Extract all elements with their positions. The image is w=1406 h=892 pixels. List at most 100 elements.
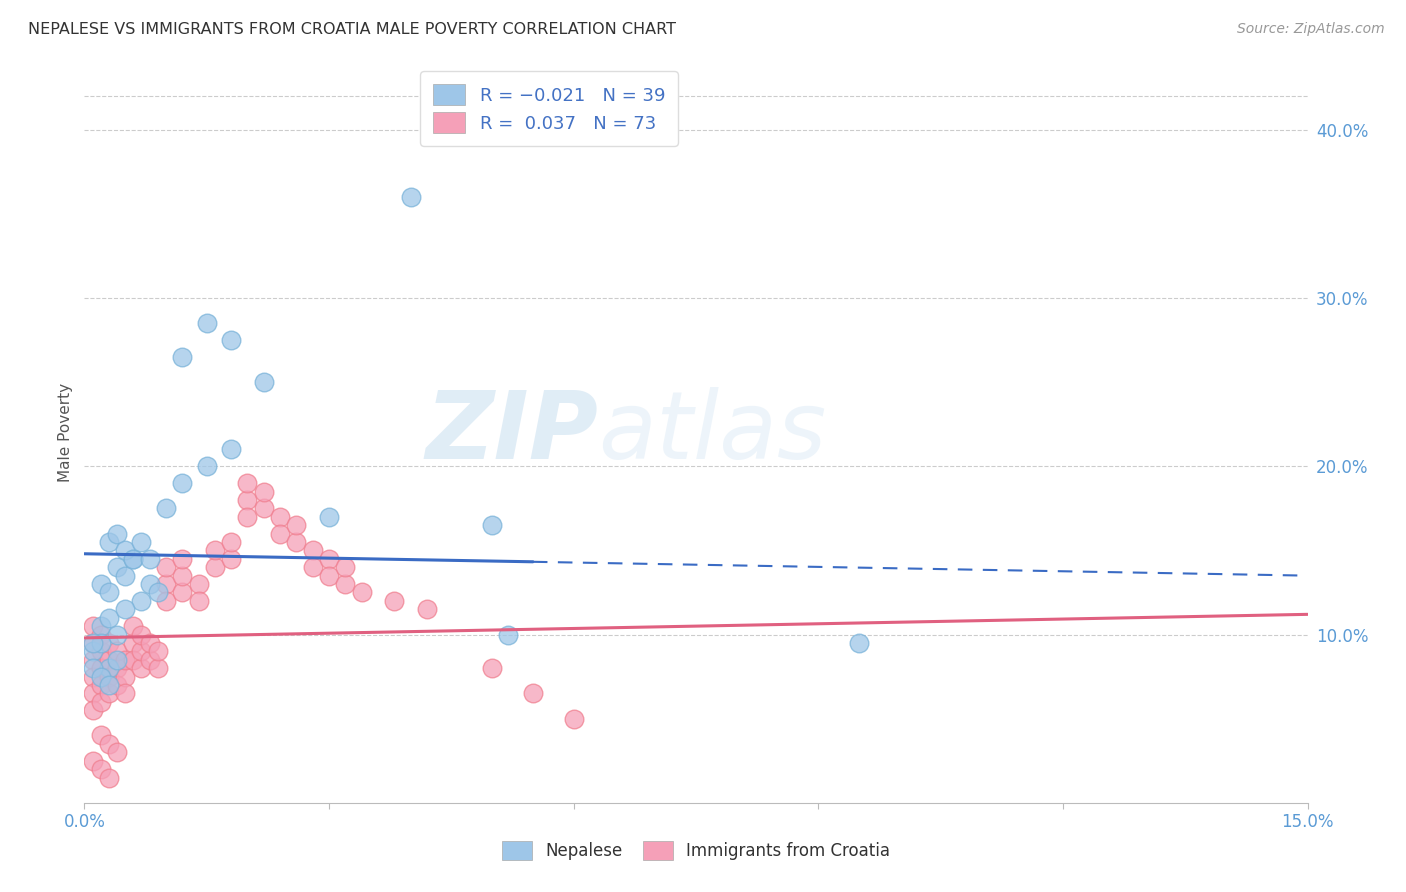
Point <box>481 661 503 675</box>
Point <box>236 476 259 491</box>
Point <box>318 551 340 566</box>
Point <box>90 619 112 633</box>
Point <box>82 670 104 684</box>
Point <box>122 636 145 650</box>
Point <box>253 501 276 516</box>
Point <box>219 551 242 566</box>
Point <box>105 661 128 675</box>
Text: ZIP: ZIP <box>425 386 598 479</box>
Point <box>219 442 242 457</box>
Point <box>90 627 112 641</box>
Point <box>90 695 112 709</box>
Point <box>97 661 120 675</box>
Point <box>219 535 242 549</box>
Point <box>131 644 153 658</box>
Point <box>105 745 128 759</box>
Point <box>236 509 259 524</box>
Point <box>122 551 145 566</box>
Point <box>97 678 120 692</box>
Y-axis label: Male Poverty: Male Poverty <box>58 383 73 483</box>
Point <box>382 594 405 608</box>
Text: Source: ZipAtlas.com: Source: ZipAtlas.com <box>1237 22 1385 37</box>
Point <box>90 729 112 743</box>
Point <box>82 661 104 675</box>
Point <box>90 762 112 776</box>
Point <box>172 476 194 491</box>
Point <box>155 560 177 574</box>
Point <box>82 644 104 658</box>
Point <box>90 636 112 650</box>
Point <box>522 686 544 700</box>
Point <box>122 551 145 566</box>
Point <box>114 602 136 616</box>
Point <box>318 509 340 524</box>
Point <box>90 661 112 675</box>
Point <box>848 636 870 650</box>
Point <box>146 661 169 675</box>
Point <box>204 560 226 574</box>
Point <box>97 585 120 599</box>
Point <box>105 644 128 658</box>
Point <box>97 653 120 667</box>
Point <box>97 670 120 684</box>
Point <box>97 737 120 751</box>
Point <box>350 585 373 599</box>
Point <box>97 771 120 785</box>
Point <box>172 568 194 582</box>
Point <box>301 560 323 574</box>
Point <box>155 594 177 608</box>
Point <box>269 526 291 541</box>
Point <box>82 636 104 650</box>
Point <box>138 577 160 591</box>
Point <box>562 712 585 726</box>
Point <box>82 686 104 700</box>
Point <box>253 375 276 389</box>
Point <box>498 627 520 641</box>
Point <box>97 610 120 624</box>
Point <box>82 619 104 633</box>
Point <box>146 644 169 658</box>
Point <box>114 568 136 582</box>
Point <box>97 535 120 549</box>
Point <box>187 577 209 591</box>
Point <box>131 594 153 608</box>
Point <box>114 670 136 684</box>
Point <box>195 459 218 474</box>
Legend: Nepalese, Immigrants from Croatia: Nepalese, Immigrants from Croatia <box>494 832 898 869</box>
Point <box>82 636 104 650</box>
Point <box>155 577 177 591</box>
Point <box>138 653 160 667</box>
Point <box>236 492 259 507</box>
Point <box>146 585 169 599</box>
Point <box>253 484 276 499</box>
Point <box>105 653 128 667</box>
Point <box>90 577 112 591</box>
Point <box>131 661 153 675</box>
Point <box>114 686 136 700</box>
Point <box>82 653 104 667</box>
Point <box>97 686 120 700</box>
Point <box>82 754 104 768</box>
Text: NEPALESE VS IMMIGRANTS FROM CROATIA MALE POVERTY CORRELATION CHART: NEPALESE VS IMMIGRANTS FROM CROATIA MALE… <box>28 22 676 37</box>
Point <box>114 543 136 558</box>
Point <box>399 190 422 204</box>
Point <box>301 543 323 558</box>
Point <box>114 653 136 667</box>
Point <box>105 526 128 541</box>
Point <box>285 535 308 549</box>
Point <box>138 551 160 566</box>
Point <box>481 518 503 533</box>
Point <box>195 316 218 330</box>
Point <box>416 602 439 616</box>
Point <box>172 585 194 599</box>
Point <box>131 535 153 549</box>
Text: atlas: atlas <box>598 387 827 478</box>
Point <box>335 560 357 574</box>
Point <box>138 636 160 650</box>
Point <box>269 509 291 524</box>
Point <box>172 551 194 566</box>
Point <box>105 627 128 641</box>
Point <box>285 518 308 533</box>
Point <box>90 678 112 692</box>
Point <box>219 333 242 347</box>
